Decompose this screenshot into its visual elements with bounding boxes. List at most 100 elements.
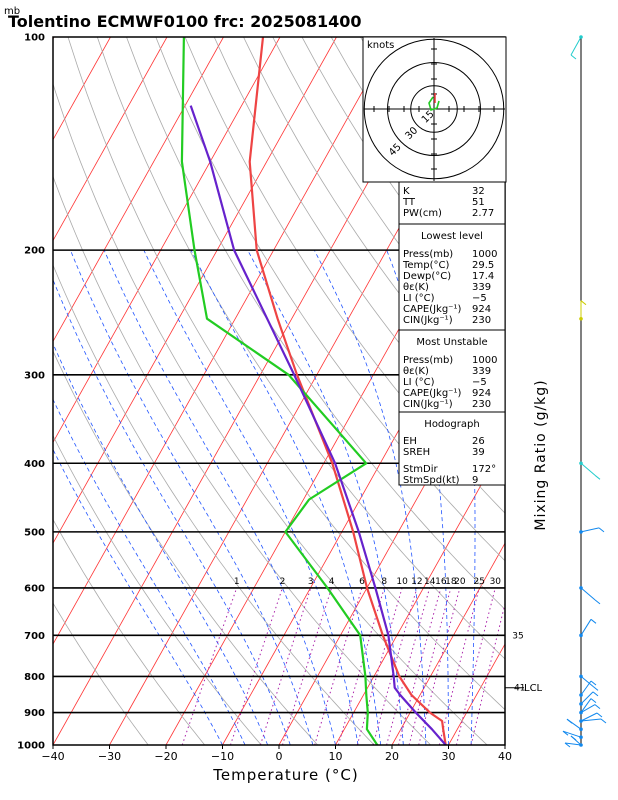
table-row-label: Press(mb): [403, 355, 453, 366]
table-section: [398, 329, 506, 413]
isotherm: [391, 542, 505, 745]
table-row-label: TT: [402, 197, 416, 208]
pressure-tick-label: 700: [24, 631, 45, 642]
x-tick-label: −20: [154, 750, 177, 763]
moist-adiabat: [53, 398, 246, 745]
dry-adiabat: [53, 82, 488, 745]
wind-barb: [570, 36, 582, 56]
table-row-value: 1000: [472, 249, 497, 260]
table-row-value: 230: [472, 399, 491, 410]
parcel-profile: [189, 105, 447, 745]
pressure-tick-label: 900: [24, 708, 45, 719]
table-row-label: EH: [403, 436, 417, 447]
table-row-value: −5: [472, 293, 487, 304]
dewpoint-profile: [180, 37, 379, 745]
background-lines: [53, 37, 505, 745]
table-row-label: StmSpd(kt): [403, 475, 460, 486]
hodograph-unit: knots: [367, 40, 394, 51]
dry-adiabat: [213, 37, 505, 468]
x-tick-label: 20: [385, 750, 399, 763]
wind-barb: [580, 676, 594, 687]
x-tick-label: −40: [41, 750, 64, 763]
mixing-ratio-axis-label: Mixing Ratio (g/kg): [533, 379, 549, 530]
moist-adiabat: [190, 249, 382, 745]
table-row-label: Temp(°C): [402, 260, 450, 271]
wind-barb-flag: [590, 618, 597, 624]
dry-adiabat: [53, 518, 206, 745]
wind-barb-flag: [570, 735, 577, 741]
mixing-ratio-label: 14: [424, 577, 436, 587]
pressure-tick-label: 600: [24, 583, 45, 594]
isotherm: [53, 37, 394, 645]
wind-barb: [580, 712, 598, 722]
table-row-value: 924: [472, 304, 491, 315]
pressure-tick-label: 1000: [17, 741, 45, 752]
isotherm: [335, 441, 505, 745]
wind-barb-flag: [590, 680, 597, 686]
mixing-ratio-label: 20: [454, 577, 466, 587]
pressure-tick-label: 400: [24, 459, 45, 470]
mixing-ratio-line: [408, 587, 452, 745]
wind-barb-flag: [594, 704, 601, 709]
mixing-ratio-label: 35: [512, 631, 523, 641]
table-row-value: 2.77: [472, 208, 494, 219]
table-row-label: CIN(Jkg⁻¹): [403, 315, 453, 326]
x-axis-label: Temperature (°C): [212, 766, 358, 784]
chart-title: Tolentino ECMWF0100 frc: 2025081400: [8, 12, 362, 31]
dry-adiabat: [53, 264, 375, 745]
table-row-label: K: [403, 186, 410, 197]
mixing-ratio-line: [282, 587, 333, 745]
wind-barb-flag: [600, 718, 607, 724]
table-row-value: 9: [472, 475, 478, 486]
mixing-ratio-label: 18: [445, 577, 457, 587]
pressure-unit-label: mb: [4, 6, 20, 17]
wind-barb: [580, 691, 594, 705]
table-row-value: 172°: [472, 464, 496, 475]
x-tick-label: 30: [442, 750, 456, 763]
table-section: [398, 181, 506, 225]
wind-barb-flag: [590, 698, 597, 703]
isotherm: [53, 37, 337, 545]
table-section: [398, 411, 506, 486]
table-section: [398, 223, 506, 331]
table-row-value: 230: [472, 315, 491, 326]
wind-barb-flag: [596, 712, 603, 718]
wind-barb: [580, 718, 602, 722]
pressure-tick-label: 500: [24, 527, 45, 538]
table-row-label: CAPE(Jkg⁻¹): [403, 388, 461, 399]
table-row-label: θε(K): [403, 366, 429, 377]
wind-barb-flag: [564, 742, 571, 748]
moist-adiabat: [53, 448, 223, 745]
mixing-ratio-line: [259, 587, 312, 745]
dry-adiabat: [155, 37, 505, 562]
table-row-value: 17.4: [472, 271, 494, 282]
pressure-tick-label: 300: [24, 370, 45, 381]
table-row-value: 339: [472, 282, 491, 293]
dry-adiabat: [53, 602, 149, 745]
wind-barb: [580, 587, 596, 601]
mixing-ratio-label: 16: [435, 577, 447, 587]
lcl-small-label: 41: [514, 684, 525, 694]
wind-barb-flag: [598, 527, 605, 533]
isotherm: [53, 37, 168, 242]
table-section-title: Most Unstable: [416, 337, 487, 348]
wind-barb-flag: [570, 54, 577, 60]
mixing-ratio-label: 12: [411, 577, 422, 587]
dry-adiabat: [53, 350, 318, 745]
table-row-value: −5: [472, 377, 487, 388]
mixing-ratio-label: 10: [396, 577, 408, 587]
x-tick-label: 0: [276, 750, 283, 763]
table-section-title: Hodograph: [424, 419, 479, 430]
mixing-ratio-label: 6: [359, 577, 365, 587]
mixing-ratio-label: 2: [280, 577, 286, 587]
moist-adiabat: [103, 249, 336, 745]
mixing-ratio-label: 4: [329, 577, 335, 587]
isotherm: [53, 37, 224, 343]
wind-barb-flag: [594, 474, 601, 480]
x-tick-label: 40: [498, 750, 512, 763]
sounding-profiles: [180, 37, 447, 745]
mixing-ratio-label: 8: [381, 577, 387, 587]
mixing-ratio-line: [230, 587, 283, 745]
